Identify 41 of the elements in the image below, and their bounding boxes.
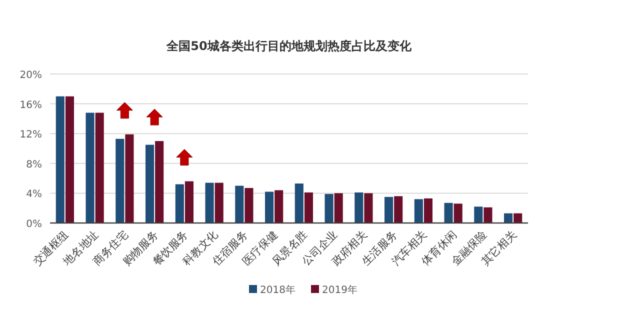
bar [95, 112, 104, 223]
legend-label: 2019年 [322, 284, 358, 296]
bar [86, 112, 94, 223]
chart-title: 全国50城各类出行目的地规划热度占比及变化 [166, 39, 412, 53]
bar [474, 206, 483, 223]
bar [65, 96, 74, 223]
bar [384, 196, 394, 223]
bar [146, 144, 154, 223]
bar [334, 193, 343, 223]
bar [116, 138, 124, 223]
bar [324, 194, 334, 223]
bar [414, 199, 423, 223]
bar [504, 213, 513, 223]
bar [205, 182, 214, 223]
bar [56, 96, 64, 223]
bar [364, 193, 373, 223]
bar [175, 184, 184, 223]
bar [294, 184, 304, 223]
bar [235, 186, 244, 223]
bar [125, 134, 134, 223]
bar [304, 192, 313, 223]
bar [265, 192, 274, 223]
bar [214, 182, 224, 223]
bar [274, 190, 284, 223]
y-tick-label: 8% [26, 159, 42, 170]
bar [484, 207, 492, 223]
bar [354, 192, 364, 223]
bar [155, 141, 164, 223]
bar [514, 213, 522, 223]
bar [444, 202, 453, 223]
y-tick-label: 0% [26, 219, 42, 230]
y-tick-label: 16% [20, 100, 42, 111]
bar [424, 198, 432, 223]
bar [394, 196, 403, 223]
bar [184, 181, 194, 223]
legend-label: 2018年 [260, 284, 296, 296]
bar [454, 204, 462, 223]
y-tick-label: 4% [26, 189, 42, 200]
y-tick-label: 20% [20, 70, 42, 81]
y-tick-label: 12% [20, 130, 42, 141]
bar [244, 188, 254, 223]
